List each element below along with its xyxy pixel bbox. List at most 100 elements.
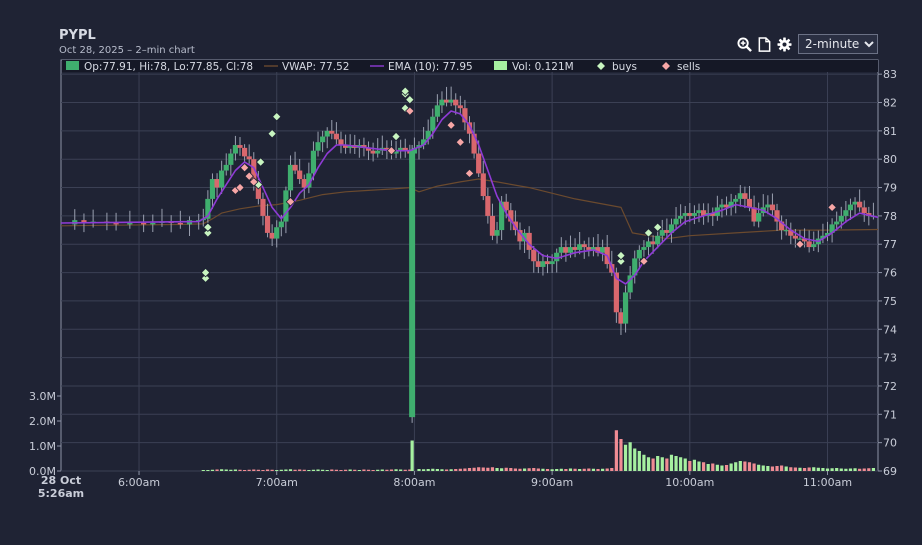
buy-marker bbox=[616, 256, 626, 267]
candle-down bbox=[342, 145, 349, 148]
candle-down bbox=[480, 173, 486, 197]
candle-up bbox=[673, 218, 679, 225]
candle-up bbox=[636, 249, 642, 259]
trade-markers bbox=[200, 86, 837, 284]
volume-bar bbox=[770, 466, 775, 471]
chart-legend: Op:77.91, Hi:78, Lo:77.85, Cl:78 VWAP: 77… bbox=[62, 60, 878, 73]
volume-bar bbox=[559, 468, 563, 471]
price-tick-label: 79 bbox=[883, 182, 897, 195]
volume-bar bbox=[518, 468, 522, 471]
candle-up bbox=[549, 261, 555, 265]
volume-bar bbox=[610, 468, 614, 471]
volume-bar bbox=[422, 469, 426, 471]
volume-bar bbox=[410, 440, 414, 471]
volume-bar bbox=[339, 470, 343, 471]
volume-bar bbox=[858, 468, 862, 471]
volume-bar bbox=[715, 464, 719, 471]
zoom-icon[interactable] bbox=[736, 36, 753, 53]
volume-bar bbox=[454, 469, 458, 471]
volume-bar bbox=[825, 468, 830, 471]
legend-label-vol: Vol: 0.121M bbox=[512, 61, 574, 73]
candle-down bbox=[586, 247, 592, 250]
volume-bar bbox=[242, 470, 247, 471]
volume-bar bbox=[252, 469, 256, 471]
volume-bar bbox=[605, 468, 609, 471]
volume-tick-label: 3.0M bbox=[29, 390, 56, 403]
time-tick-label: 8:00am bbox=[393, 476, 435, 489]
volume-bar bbox=[201, 470, 205, 471]
price-tick-label: 78 bbox=[883, 210, 897, 223]
volume-bar bbox=[307, 470, 311, 471]
candle-up bbox=[682, 213, 688, 216]
candle-up bbox=[521, 232, 528, 242]
candle-down bbox=[301, 179, 307, 188]
vwap-series bbox=[60, 178, 879, 240]
candle-up bbox=[205, 198, 211, 219]
volume-bar bbox=[564, 469, 568, 471]
volume-bar bbox=[394, 469, 398, 471]
document-icon[interactable] bbox=[756, 36, 773, 53]
volume-bar bbox=[463, 468, 467, 471]
volume-bar bbox=[780, 465, 784, 471]
volume-bar bbox=[486, 467, 490, 471]
volume-bar bbox=[660, 457, 664, 471]
candle-up bbox=[765, 204, 771, 208]
volume-bar bbox=[802, 468, 807, 471]
volume-bar bbox=[729, 463, 733, 471]
sell-marker bbox=[244, 171, 254, 181]
candle-up bbox=[287, 164, 294, 191]
volume-bar bbox=[357, 470, 361, 471]
candle-up bbox=[434, 105, 440, 117]
candle-down bbox=[246, 156, 252, 160]
candle-up bbox=[783, 230, 789, 232]
candle-down bbox=[329, 130, 335, 134]
volume-bar bbox=[862, 468, 866, 471]
candle-down bbox=[526, 232, 532, 250]
candle-up bbox=[728, 201, 734, 208]
volume-bar bbox=[316, 469, 320, 471]
volume-bar bbox=[701, 462, 706, 471]
candle-up bbox=[228, 153, 234, 165]
volume-bar bbox=[270, 469, 274, 471]
volume-bar bbox=[688, 461, 692, 471]
candle-up bbox=[645, 241, 652, 248]
volume-bar bbox=[435, 469, 439, 471]
volume-bar bbox=[692, 459, 697, 471]
candle-down bbox=[476, 153, 482, 174]
time-tick-label: 11:00am bbox=[803, 476, 852, 489]
candle-down bbox=[333, 133, 339, 140]
volume-bar bbox=[674, 456, 678, 471]
volume-bar bbox=[366, 469, 371, 471]
candle-up bbox=[430, 116, 436, 131]
sell-marker bbox=[795, 239, 805, 250]
volume-bar bbox=[247, 469, 251, 471]
candle-down bbox=[453, 99, 459, 106]
candle-down bbox=[544, 261, 551, 265]
candle-up bbox=[494, 230, 500, 236]
legend-label-ohlc: Op:77.91, Hi:78, Lo:77.85, Cl:78 bbox=[84, 61, 253, 73]
gear-icon[interactable] bbox=[776, 36, 793, 53]
volume-bar bbox=[835, 468, 839, 471]
legend-label-sells: sells bbox=[677, 61, 700, 73]
sell-marker bbox=[249, 177, 259, 187]
volume-bar bbox=[596, 469, 600, 471]
interval-select[interactable]: 2-minute bbox=[798, 34, 878, 54]
price-tick-label: 70 bbox=[883, 437, 897, 450]
candle-up bbox=[315, 142, 321, 151]
volume-bar bbox=[775, 466, 779, 471]
volume-bar bbox=[321, 469, 325, 471]
candle-up bbox=[558, 247, 564, 253]
volume-bar bbox=[789, 467, 793, 471]
candle-up bbox=[577, 244, 583, 250]
volume-bar bbox=[500, 468, 504, 471]
volume-bar bbox=[481, 467, 485, 471]
volume-bar bbox=[229, 469, 233, 471]
volume-bar bbox=[812, 467, 816, 471]
sell-marker bbox=[639, 256, 649, 267]
volume-bar bbox=[830, 468, 834, 471]
candle-down bbox=[241, 147, 248, 157]
candle-up bbox=[668, 224, 675, 233]
candle-up bbox=[655, 235, 661, 245]
buy-marker bbox=[203, 222, 213, 233]
